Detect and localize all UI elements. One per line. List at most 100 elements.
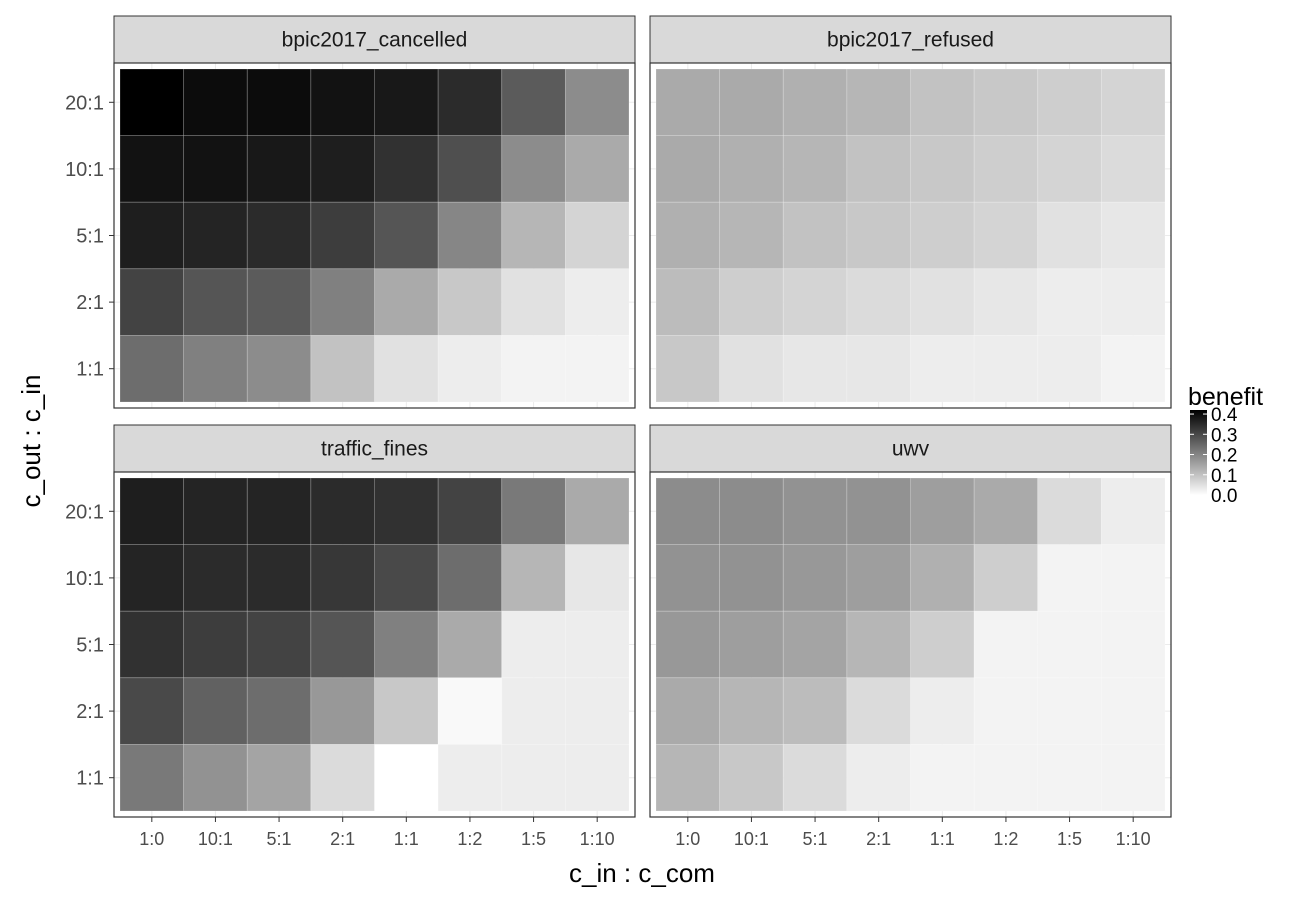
heatmap-tile bbox=[183, 201, 248, 270]
heatmap-tile bbox=[437, 744, 503, 812]
heatmap-tile bbox=[1037, 135, 1102, 203]
heatmap-tile bbox=[973, 544, 1039, 612]
y-tick-label: 20:1 bbox=[65, 501, 104, 523]
heatmap-tile bbox=[910, 477, 975, 545]
x-tick-label: 1:0 bbox=[675, 829, 700, 849]
heatmap-tile bbox=[374, 544, 439, 612]
facet-strip-label: bpic2017_refused bbox=[827, 29, 994, 52]
heatmap-tile bbox=[655, 544, 721, 612]
x-tick-label: 1:5 bbox=[521, 829, 546, 849]
heatmap-tile bbox=[782, 610, 848, 679]
heatmap-tile bbox=[183, 744, 248, 812]
heatmap-tile bbox=[846, 268, 911, 336]
heatmap-tile bbox=[183, 544, 248, 612]
heatmap-tile bbox=[655, 201, 721, 270]
heatmap-tile bbox=[501, 201, 566, 270]
heatmap-tile bbox=[310, 334, 375, 403]
facet-panel-bpic2017_refused: bpic2017_refused bbox=[649, 15, 1172, 409]
heatmap-tile bbox=[1100, 268, 1166, 336]
heatmap-tile bbox=[719, 610, 784, 679]
legend: benefit 0.00.10.20.30.4 bbox=[1188, 383, 1263, 507]
heatmap-tile bbox=[437, 334, 503, 403]
x-tick-label: 1:1 bbox=[394, 829, 419, 849]
heatmap-tile bbox=[437, 268, 503, 336]
heatmap-tile bbox=[846, 544, 911, 612]
y-tick-label: 2:1 bbox=[76, 292, 104, 314]
heatmap-tile bbox=[119, 744, 185, 812]
heatmap-tile bbox=[973, 610, 1039, 679]
x-tick-label: 5:1 bbox=[267, 829, 292, 849]
x-tick-label: 10:1 bbox=[734, 829, 769, 849]
heatmap-tile bbox=[1100, 68, 1166, 136]
facet-strip bbox=[649, 15, 1172, 64]
heatmap-tile bbox=[1037, 610, 1102, 679]
heatmap-tile bbox=[846, 677, 911, 745]
heatmap-tile bbox=[719, 744, 784, 812]
heatmap-tile bbox=[719, 135, 784, 203]
heatmap-tile bbox=[119, 68, 185, 136]
heatmap-tile bbox=[910, 268, 975, 336]
x-tick-label: 1:0 bbox=[139, 829, 164, 849]
heatmap-tile bbox=[183, 268, 248, 336]
x-tick-label: 1:1 bbox=[930, 829, 955, 849]
heatmap-tile bbox=[183, 334, 248, 403]
heatmap-tile bbox=[310, 68, 375, 136]
heatmap-tile bbox=[782, 268, 848, 336]
heatmap-tile bbox=[973, 135, 1039, 203]
y-tick-label: 2:1 bbox=[76, 701, 104, 723]
heatmap-tile bbox=[973, 334, 1039, 403]
heatmap-tile bbox=[246, 135, 312, 203]
heatmap-tile bbox=[310, 544, 375, 612]
y-tick-label: 10:1 bbox=[65, 159, 104, 181]
heatmap-tile bbox=[374, 68, 439, 136]
heatmap-tile bbox=[846, 477, 911, 545]
x-tick-label: 10:1 bbox=[198, 829, 233, 849]
heatmap-tile bbox=[310, 477, 375, 545]
heatmap-tile bbox=[501, 677, 566, 745]
heatmap-tile bbox=[782, 677, 848, 745]
facet-strip-label: bpic2017_cancelled bbox=[282, 29, 468, 52]
heatmap-tile bbox=[119, 268, 185, 336]
heatmap-tile bbox=[973, 268, 1039, 336]
heatmap-tile bbox=[1037, 334, 1102, 403]
heatmap-tile bbox=[910, 334, 975, 403]
heatmap-tile bbox=[1037, 544, 1102, 612]
heatmap-tile bbox=[846, 744, 911, 812]
heatmap-tile bbox=[782, 477, 848, 545]
heatmap-tile bbox=[655, 610, 721, 679]
heatmap-tile bbox=[501, 68, 566, 136]
y-tick-label: 5:1 bbox=[76, 635, 104, 657]
heatmap-tile bbox=[437, 477, 503, 545]
heatmap-tile bbox=[310, 135, 375, 203]
heatmap-tile bbox=[437, 677, 503, 745]
x-tick-label: 1:2 bbox=[457, 829, 482, 849]
heatmap-tile bbox=[1037, 68, 1102, 136]
facet-panels: bpic2017_cancelled 20:1 10:1 5:1 2:1 1:1 bpic2… bbox=[65, 15, 1172, 849]
x-axis-title: c_in : c_com bbox=[569, 858, 715, 888]
heatmap-tile bbox=[1100, 610, 1166, 679]
heatmap-tile bbox=[910, 68, 975, 136]
legend-tick-label: 0.1 bbox=[1211, 466, 1237, 487]
heatmap-tile bbox=[655, 135, 721, 203]
heatmap-tile bbox=[910, 544, 975, 612]
heatmap-tile bbox=[1037, 268, 1102, 336]
heatmap-tile bbox=[564, 477, 630, 545]
heatmap-tile bbox=[564, 677, 630, 745]
heatmap-tile bbox=[1100, 135, 1166, 203]
heatmap-tile bbox=[374, 677, 439, 745]
heatmap-tile bbox=[1037, 477, 1102, 545]
heatmap-tile bbox=[719, 677, 784, 745]
heatmap-tile bbox=[183, 677, 248, 745]
heatmap-tile bbox=[437, 201, 503, 270]
x-tick-label: 2:1 bbox=[866, 829, 891, 849]
heatmap-tile bbox=[374, 135, 439, 203]
heatmap-tile bbox=[437, 544, 503, 612]
heatmap-tile bbox=[501, 135, 566, 203]
y-tick-label: 1:1 bbox=[76, 359, 104, 381]
heatmap-tile bbox=[782, 68, 848, 136]
x-tick-label: 5:1 bbox=[803, 829, 828, 849]
legend-tick-label: 0.2 bbox=[1211, 446, 1237, 467]
heatmap-tile bbox=[910, 744, 975, 812]
heatmap-tile bbox=[564, 544, 630, 612]
